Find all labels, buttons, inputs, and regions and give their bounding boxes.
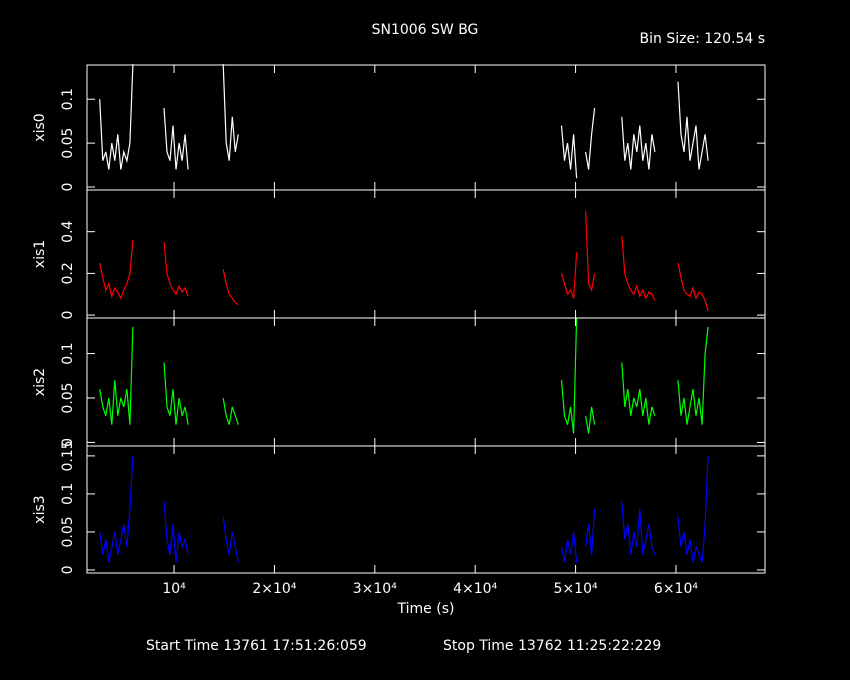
y-tick-label: 0 bbox=[60, 183, 76, 192]
y-axis-label: xis2 bbox=[32, 368, 48, 396]
y-axis-label: xis0 bbox=[32, 113, 48, 141]
y-tick-label: 0 bbox=[60, 565, 76, 574]
y-tick-label: 0 bbox=[60, 311, 76, 320]
start-time: Start Time 13761 17:51:26:059 bbox=[146, 638, 367, 654]
x-tick-label: 4×10⁴ bbox=[453, 581, 497, 597]
y-tick-label: 0 bbox=[60, 438, 76, 447]
x-tick-label: 2×10⁴ bbox=[252, 581, 296, 597]
y-axis-label: xis1 bbox=[32, 240, 48, 268]
panel-frame bbox=[86, 445, 766, 574]
y-tick-label: 0.05 bbox=[60, 516, 76, 547]
y-tick-label: 0.1 bbox=[60, 88, 76, 110]
y-tick-label: 0.15 bbox=[60, 440, 76, 471]
x-tick-label: 10⁴ bbox=[162, 581, 186, 597]
chart-title: SN1006 SW BG bbox=[372, 22, 479, 38]
y-tick-label: 0.05 bbox=[60, 128, 76, 159]
x-tick-label: 5×10⁴ bbox=[554, 581, 598, 597]
x-tick-label: 3×10⁴ bbox=[353, 581, 397, 597]
y-tick-label: 0.05 bbox=[60, 382, 76, 413]
stop-time: Stop Time 13762 11:25:22:229 bbox=[443, 638, 661, 654]
y-tick-label: 0.4 bbox=[60, 220, 76, 242]
y-tick-label: 0.1 bbox=[60, 342, 76, 364]
y-tick-label: 0.2 bbox=[60, 262, 76, 284]
y-tick-label: 0.1 bbox=[60, 483, 76, 505]
x-axis-label: Time (s) bbox=[397, 601, 455, 617]
x-tick-label: 6×10⁴ bbox=[654, 581, 698, 597]
bin-size: Bin Size: 120.54 s bbox=[640, 31, 765, 47]
y-axis-label: xis3 bbox=[32, 495, 48, 523]
